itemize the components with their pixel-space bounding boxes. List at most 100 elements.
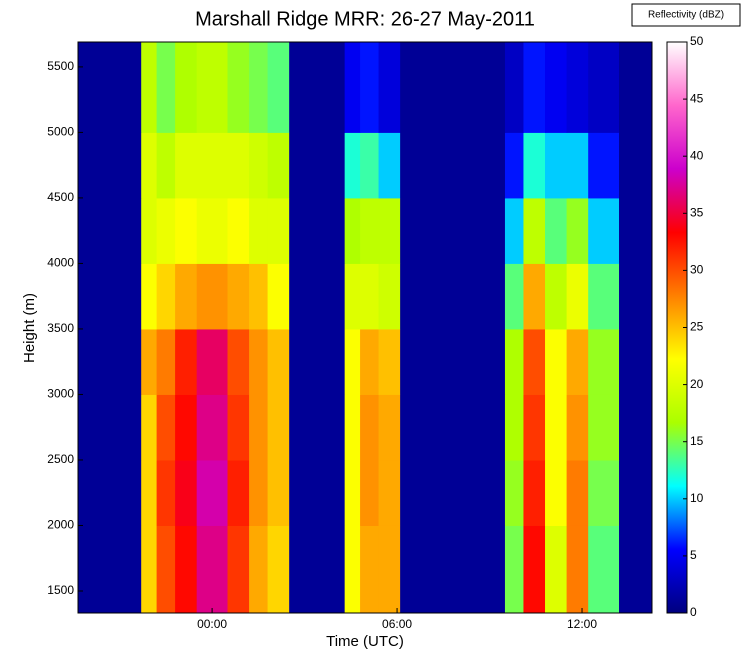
heatmap-cell	[588, 132, 620, 199]
x-tick-label: 06:00	[382, 617, 412, 631]
heatmap-cell	[619, 459, 653, 526]
colorbar-tick-label: 30	[690, 263, 704, 277]
heatmap-cell	[344, 263, 361, 330]
heatmap-cell	[378, 394, 401, 461]
heatmap-cell	[378, 263, 401, 330]
y-tick-label: 1500	[47, 583, 74, 597]
y-tick-label: 4500	[47, 190, 74, 204]
heatmap-cell	[619, 525, 653, 614]
heatmap-cell	[156, 394, 176, 461]
y-tick-label: 3500	[47, 321, 74, 335]
heatmap-cell	[545, 525, 568, 614]
y-axis-label: Height (m)	[21, 293, 38, 363]
heatmap-cell	[289, 328, 346, 395]
heatmap-cell	[523, 459, 546, 526]
heatmap-cell	[344, 132, 361, 199]
heatmap-cell	[175, 132, 198, 199]
heatmap-cell	[545, 394, 568, 461]
heatmap-cell	[156, 459, 176, 526]
heatmap-cell	[249, 42, 269, 133]
heatmap-cell	[378, 197, 401, 264]
heatmap-cell	[227, 394, 250, 461]
y-tick-label: 4000	[47, 256, 74, 270]
heatmap-cell	[360, 42, 380, 133]
heatmap-cell	[566, 394, 589, 461]
y-tick-label: 2000	[47, 518, 74, 532]
heatmap-cell	[566, 132, 589, 199]
heatmap-cell	[267, 525, 290, 614]
heatmap-cell	[400, 197, 506, 264]
heatmap-cell	[523, 525, 546, 614]
heatmap-cell	[249, 197, 269, 264]
heatmap-cell	[378, 42, 401, 133]
heatmap-cell	[289, 132, 346, 199]
heatmap-cell	[344, 394, 361, 461]
heatmap-cell	[588, 459, 620, 526]
heatmap-cell	[360, 197, 380, 264]
heatmap-cell	[619, 42, 653, 133]
heatmap-cell	[504, 459, 524, 526]
heatmap-cell	[566, 197, 589, 264]
heatmap-cell	[78, 132, 142, 199]
heatmap-cell	[588, 328, 620, 395]
heatmap-cell	[400, 525, 506, 614]
heatmap-cell	[156, 197, 176, 264]
heatmap-cell	[156, 328, 176, 395]
heatmap-cell	[588, 394, 620, 461]
colorbar-tick-label: 50	[690, 34, 704, 48]
heatmap-cell	[78, 328, 142, 395]
heatmap-cell	[360, 459, 380, 526]
heatmap-cell	[156, 42, 176, 133]
heatmap-cell	[545, 42, 568, 133]
heatmap-cell	[378, 525, 401, 614]
heatmap-cell	[619, 263, 653, 330]
heatmap-cell	[267, 42, 290, 133]
heatmap-cell	[175, 328, 198, 395]
heatmap-cell	[141, 328, 158, 395]
heatmap-cell	[78, 42, 142, 133]
heatmap-cell	[196, 42, 229, 133]
heatmap-cell	[249, 132, 269, 199]
colorbar-tick-label: 40	[690, 148, 704, 162]
heatmap-cell	[566, 459, 589, 526]
heatmap-cell	[289, 42, 346, 133]
y-tick-label: 5000	[47, 125, 74, 139]
heatmap-cell	[289, 197, 346, 264]
heatmap-cell	[566, 328, 589, 395]
heatmap-cell	[175, 197, 198, 264]
heatmap-cell	[545, 132, 568, 199]
heatmap-cell	[400, 263, 506, 330]
heatmap-cell	[344, 525, 361, 614]
heatmap-cell	[227, 328, 250, 395]
heatmap-cell	[360, 525, 380, 614]
colorbar-tick-label: 20	[690, 377, 704, 391]
heatmap-cell	[523, 132, 546, 199]
heatmap-cell	[249, 394, 269, 461]
heatmap-cell	[249, 263, 269, 330]
heatmap-cell	[566, 42, 589, 133]
heatmap-cell	[400, 132, 506, 199]
heatmap-cell	[196, 132, 229, 199]
x-axis-label: Time (UTC)	[326, 633, 404, 650]
heatmap-cell	[289, 525, 346, 614]
heatmap-cell	[227, 197, 250, 264]
heatmap-cell	[504, 42, 524, 133]
heatmap-cell	[545, 197, 568, 264]
heatmap-cell	[504, 525, 524, 614]
colorbar-tick-label: 10	[690, 491, 704, 505]
heatmap-cell	[378, 132, 401, 199]
heatmap-cell	[619, 197, 653, 264]
heatmap-cell	[227, 263, 250, 330]
heatmap-cell	[588, 525, 620, 614]
y-tick-label: 5500	[47, 59, 74, 73]
heatmap-cell	[175, 263, 198, 330]
colorbar-tick-label: 15	[690, 434, 704, 448]
heatmap-cell	[619, 394, 653, 461]
colorbar-tick-label: 45	[690, 91, 704, 105]
heatmap-cell	[227, 132, 250, 199]
heatmap-cell	[344, 42, 361, 133]
heatmap-cell	[175, 394, 198, 461]
heatmap-cell	[227, 42, 250, 133]
y-tick-label: 3000	[47, 387, 74, 401]
heatmap-cell	[196, 328, 229, 395]
